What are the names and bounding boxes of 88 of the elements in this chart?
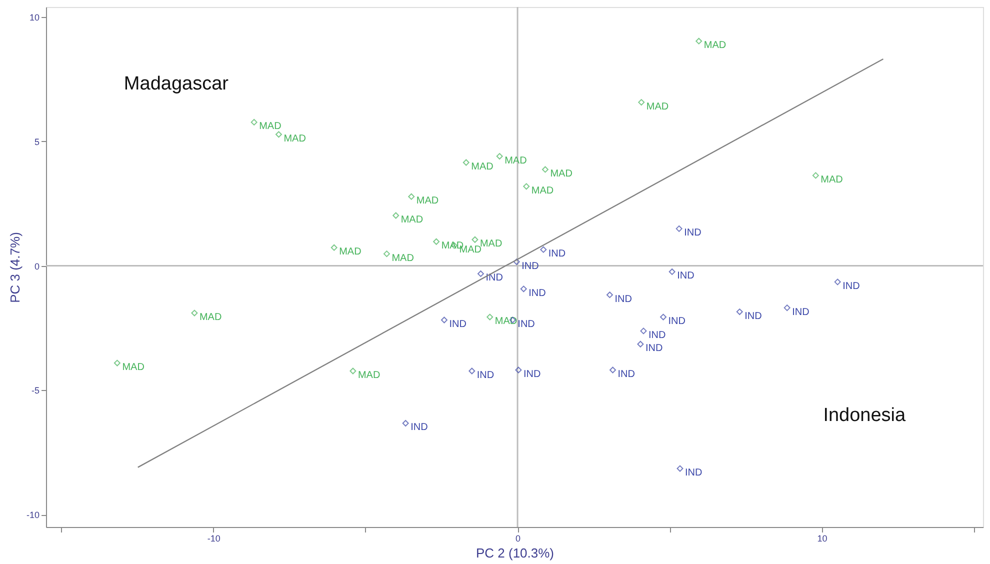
point — [523, 183, 530, 190]
point — [250, 118, 258, 126]
point — [638, 99, 645, 106]
y-tick-label: -10 — [26, 510, 40, 520]
text: IND — [410, 422, 428, 434]
y-axis-title: PC 3 (4.7%) — [7, 232, 22, 303]
text: IND — [677, 270, 694, 282]
text: MAD — [339, 246, 362, 258]
text: IND — [618, 369, 635, 380]
text: MAD — [646, 101, 669, 112]
y-tick-label: 10 — [29, 12, 40, 22]
x-tick-label: 10 — [817, 534, 828, 544]
point — [540, 246, 547, 253]
point — [668, 268, 676, 275]
text: IND — [684, 228, 702, 239]
x-tick-label: -10 — [207, 534, 220, 544]
text: IND — [449, 318, 466, 330]
text: IND — [548, 248, 566, 260]
point — [472, 236, 478, 243]
text: IND — [523, 369, 541, 380]
annotation: Madagascar — [124, 74, 230, 94]
point — [784, 304, 790, 312]
text: MAD — [199, 312, 222, 324]
point — [610, 366, 616, 374]
text: IND — [614, 294, 632, 305]
text: IND — [528, 288, 546, 299]
point — [402, 420, 409, 426]
x-tick-label: 0 — [516, 534, 521, 544]
text: MAD — [259, 121, 282, 132]
point — [486, 314, 494, 320]
point — [640, 328, 647, 334]
text: MAD — [392, 252, 414, 264]
text: MAD — [531, 185, 554, 196]
text: IND — [684, 468, 702, 479]
text: IND — [476, 370, 494, 381]
point — [408, 193, 415, 200]
point — [350, 368, 356, 374]
text: MAD — [820, 174, 843, 186]
point — [468, 368, 476, 374]
text: MAD — [504, 155, 527, 166]
point — [660, 314, 667, 320]
y-tick-label: -5 — [31, 386, 40, 396]
point — [440, 316, 448, 324]
text: IND — [792, 306, 810, 318]
point — [696, 38, 702, 44]
point — [542, 166, 548, 173]
point — [606, 292, 613, 298]
point — [330, 244, 338, 251]
text: IND — [842, 280, 860, 292]
point — [433, 238, 440, 245]
text: MAD — [494, 316, 518, 328]
point — [676, 465, 684, 472]
x-axis-title: PC 2 (10.3%) — [476, 546, 554, 560]
text: IND — [645, 343, 663, 354]
text: MAD — [550, 168, 572, 180]
text: MAD — [400, 214, 424, 226]
point — [834, 278, 841, 286]
text: MAD — [358, 370, 380, 381]
point — [462, 159, 470, 166]
text: MAD — [284, 133, 306, 144]
text: IND — [518, 318, 535, 330]
point — [496, 153, 503, 160]
y-tick-label: 0 — [34, 261, 40, 272]
point — [812, 172, 819, 179]
text: IND — [668, 316, 686, 328]
text: MAD — [704, 40, 726, 52]
text: IND — [648, 330, 666, 341]
annotation: Indonesia — [823, 405, 906, 426]
text: MAD — [122, 362, 144, 374]
point — [114, 360, 120, 366]
text: IND — [486, 272, 503, 284]
text: MAD — [471, 162, 494, 172]
point — [477, 270, 484, 277]
point — [515, 366, 522, 374]
y-tick-label: 5 — [34, 136, 40, 147]
text: IND — [744, 310, 762, 322]
point — [191, 310, 198, 316]
point — [383, 250, 390, 258]
text: MAD — [480, 238, 502, 250]
point — [676, 225, 682, 232]
point — [520, 286, 527, 292]
point — [275, 131, 282, 138]
point — [513, 258, 520, 266]
point — [637, 340, 644, 348]
point — [392, 212, 400, 219]
text: MAD — [416, 196, 439, 207]
point — [736, 308, 743, 316]
series-label: IND — [522, 260, 539, 272]
